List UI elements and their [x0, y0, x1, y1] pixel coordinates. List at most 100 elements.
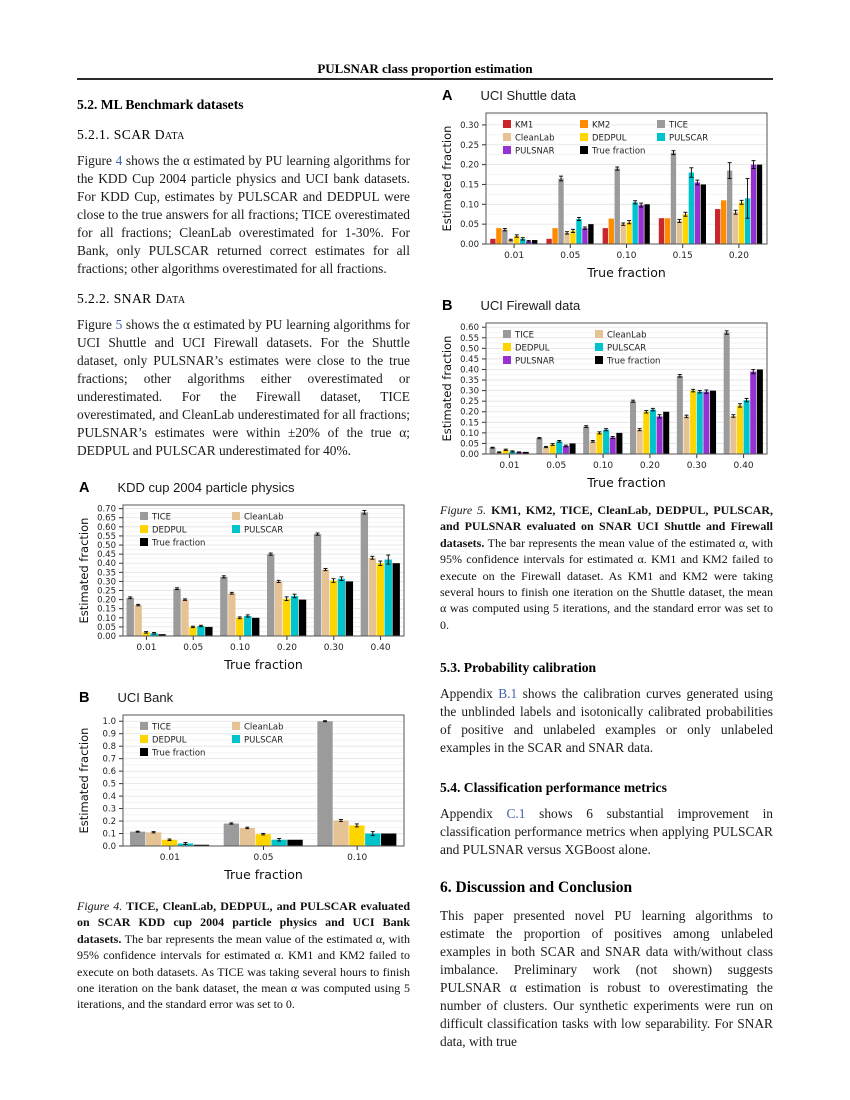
svg-text:0.01: 0.01: [504, 251, 524, 261]
svg-text:0.10: 0.10: [347, 853, 367, 863]
svg-text:0.15: 0.15: [673, 251, 693, 261]
svg-text:0.4: 0.4: [102, 792, 116, 802]
appendix-c1-reference-link[interactable]: C.1: [506, 806, 526, 822]
svg-text:0.40: 0.40: [371, 643, 391, 653]
svg-text:0.1: 0.1: [102, 830, 116, 840]
chart-title-row: A KDD cup 2004 particle physics: [77, 478, 410, 498]
svg-text:0.10: 0.10: [593, 461, 613, 471]
chart-title-firewall: UCI Firewall data: [480, 298, 581, 313]
bank-bar-chart: 0.0 0.1 0.2 0.3 0.4 0.5 0.6 0.7 0.8 0.9 1.0 0.01 0.0…: [77, 714, 405, 882]
figure5-panel-b: B UCI Firewall data 0.00 0.05 0.10 0.15 0.20…: [440, 296, 773, 492]
svg-text:0.30: 0.30: [460, 387, 479, 397]
svg-text:DEDPUL: DEDPUL: [515, 344, 550, 354]
chart-title-shuttle: UCI Shuttle data: [480, 88, 576, 103]
section-heading-5-4: 5.4. Classification performance metrics: [440, 780, 667, 796]
svg-text:0.0: 0.0: [102, 842, 116, 852]
svg-text:CleanLab: CleanLab: [244, 723, 283, 733]
svg-text:PULSNAR: PULSNAR: [515, 357, 555, 367]
svg-text:0.30: 0.30: [97, 577, 116, 587]
section-heading-5-2-2: 5.2.2. SNAR Data: [77, 291, 186, 306]
svg-text:0.8: 0.8: [102, 742, 116, 752]
section-heading-5-2: 5.2. ML Benchmark datasets: [77, 97, 244, 112]
svg-text:0.20: 0.20: [729, 251, 749, 261]
figure4-panel-a: A KDD cup 2004 particle physics 0.00 0.05…: [77, 478, 410, 674]
svg-text:0.05: 0.05: [253, 853, 273, 863]
svg-text:1.0: 1.0: [102, 717, 116, 727]
svg-text:CleanLab: CleanLab: [244, 513, 283, 523]
svg-text:0.05: 0.05: [460, 220, 479, 230]
svg-text:0.35: 0.35: [460, 376, 479, 386]
svg-text:PULSCAR: PULSCAR: [244, 526, 283, 536]
svg-text:0.5: 0.5: [102, 780, 116, 790]
kdd-bar-chart: 0.000.050.100.150.200.250.300.350.400.45…: [77, 504, 405, 672]
svg-text:0.05: 0.05: [560, 251, 580, 261]
svg-text:Estimated fraction: Estimated fraction: [440, 126, 454, 232]
svg-text:True fraction: True fraction: [586, 475, 666, 490]
svg-text:0.00: 0.00: [97, 632, 116, 642]
svg-text:PULSCAR: PULSCAR: [607, 344, 646, 354]
appendix-b1-reference-link[interactable]: B.1: [498, 686, 518, 702]
paragraph-classification: Appendix C.1 shows 6 substantial improve…: [440, 806, 773, 858]
svg-text:0.60: 0.60: [97, 523, 116, 533]
svg-text:0.40: 0.40: [97, 559, 116, 569]
svg-text:0.20: 0.20: [460, 161, 479, 171]
svg-text:0.9: 0.9: [102, 730, 116, 740]
figure5-caption: Figure 5. KM1, KM2, TICE, CleanLab, DEDP…: [440, 503, 773, 632]
running-head: PULSNAR class proportion estimation: [317, 61, 533, 76]
svg-text:TICE: TICE: [151, 723, 171, 733]
section-heading-5-2-1: 5.2.1. SCAR Data: [77, 127, 185, 142]
figure5-panel-a: A UCI Shuttle data 0.00 0.05 0.10 0.15 0.20 0…: [440, 86, 773, 282]
figure-4-reference-link[interactable]: 4: [115, 153, 123, 168]
panel-label-b: B: [442, 298, 453, 314]
svg-text:0.45: 0.45: [97, 550, 116, 560]
firewall-bar-chart: 0.000.050.100.150.200.250.300.350.400.45…: [440, 322, 768, 490]
svg-text:DEDPUL: DEDPUL: [152, 526, 187, 536]
svg-text:Estimated fraction: Estimated fraction: [440, 336, 454, 442]
figure4-panel-b: B UCI Bank 0.0 0.1 0.2 0.3 0.4 0.5 0.6 0.7 0.8 0.…: [77, 688, 410, 884]
svg-text:PULSCAR: PULSCAR: [244, 736, 283, 746]
svg-text:0.15: 0.15: [460, 180, 479, 190]
svg-text:0.00: 0.00: [460, 240, 479, 250]
svg-text:0.50: 0.50: [97, 541, 116, 551]
svg-text:CleanLab: CleanLab: [515, 134, 554, 144]
chart-title-row: B UCI Firewall data: [440, 296, 773, 316]
left-column: 5.2. ML Benchmark datasets 5.2.1. SCAR D…: [77, 88, 410, 1013]
svg-text:0.30: 0.30: [687, 461, 707, 471]
svg-text:True fraction: True fraction: [151, 539, 205, 549]
svg-text:0.35: 0.35: [97, 568, 116, 578]
header-rule: [77, 78, 773, 80]
section-heading-6: 6. Discussion and Conclusion: [440, 879, 633, 897]
svg-text:0.01: 0.01: [499, 461, 519, 471]
paragraph-scar: Figure 4 shows the α estimated by PU lea…: [77, 153, 411, 276]
svg-text:0.7: 0.7: [102, 755, 116, 765]
svg-text:0.01: 0.01: [160, 853, 180, 863]
svg-text:0.20: 0.20: [277, 643, 297, 653]
panel-label-b: B: [79, 690, 90, 706]
svg-text:KM2: KM2: [592, 121, 610, 131]
svg-text:0.70: 0.70: [97, 505, 116, 515]
svg-text:True fraction: True fraction: [606, 357, 660, 367]
svg-text:TICE: TICE: [668, 121, 688, 131]
svg-text:0.10: 0.10: [460, 200, 479, 210]
section-heading-5-3: 5.3. Probability calibration: [440, 660, 597, 676]
shuttle-bar-chart: 0.00 0.05 0.10 0.15 0.20 0.25 0.30 0.01 0.05 0.10…: [440, 112, 768, 280]
svg-text:0.15: 0.15: [97, 605, 116, 615]
svg-text:0.05: 0.05: [97, 623, 116, 633]
svg-text:0.15: 0.15: [460, 418, 479, 428]
svg-text:0.65: 0.65: [97, 514, 116, 524]
svg-text:0.45: 0.45: [460, 355, 479, 365]
svg-text:TICE: TICE: [514, 331, 534, 341]
svg-text:0.10: 0.10: [460, 429, 479, 439]
svg-text:KM1: KM1: [515, 121, 533, 131]
svg-text:0.60: 0.60: [460, 323, 479, 333]
right-column: A UCI Shuttle data 0.00 0.05 0.10 0.15 0.20 0…: [440, 86, 773, 1063]
svg-text:True fraction: True fraction: [586, 265, 666, 280]
svg-text:0.20: 0.20: [640, 461, 660, 471]
svg-text:0.30: 0.30: [324, 643, 344, 653]
chart-title-bank: UCI Bank: [117, 690, 174, 705]
svg-text:0.30: 0.30: [460, 121, 479, 131]
figure-5-reference-link[interactable]: 5: [115, 317, 123, 332]
svg-text:0.20: 0.20: [460, 408, 479, 418]
panel-label-a: A: [79, 480, 90, 496]
svg-text:0.01: 0.01: [136, 643, 156, 653]
